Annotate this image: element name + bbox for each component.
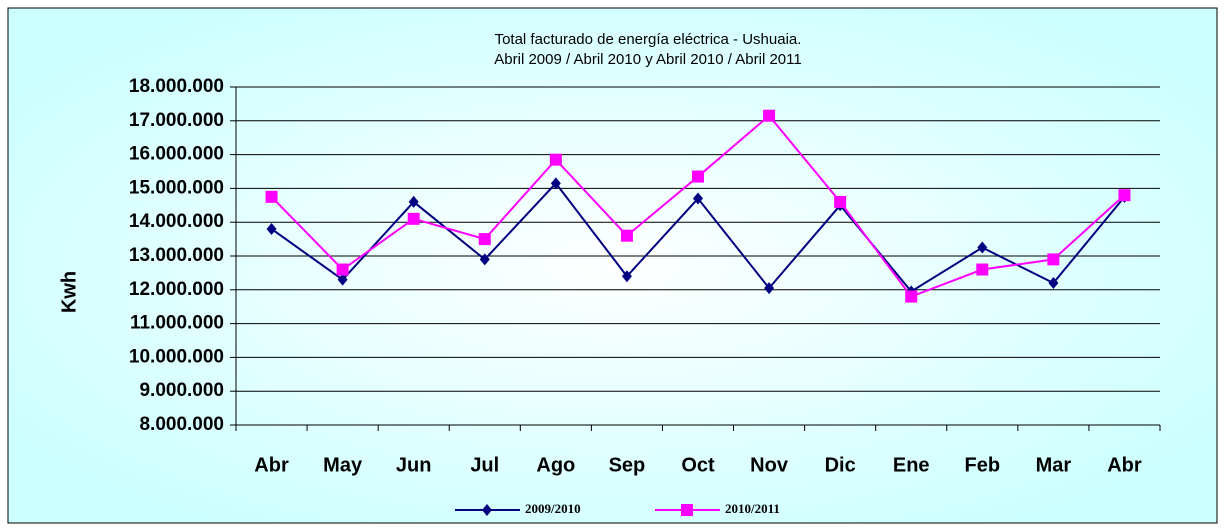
x-tick-label: May [323, 454, 363, 476]
y-tick-label: 8.000.000 [139, 414, 224, 435]
data-point [905, 290, 918, 303]
data-point [549, 153, 562, 166]
data-point [479, 253, 490, 266]
y-tick-label: 13.000.000 [129, 245, 224, 266]
data-point [266, 222, 277, 235]
x-tick-label: Nov [750, 454, 789, 476]
data-point [976, 263, 989, 276]
data-point [764, 282, 775, 295]
y-tick-label: 12.000.000 [129, 279, 224, 300]
data-point [550, 177, 561, 190]
x-tick-label: Sep [609, 454, 646, 476]
x-tick-label: Oct [681, 454, 715, 476]
data-point [1048, 277, 1059, 290]
y-tick-label: 10.000.000 [129, 346, 224, 367]
data-point [763, 109, 776, 122]
data-point [1047, 253, 1060, 266]
y-tick-label: 9.000.000 [139, 380, 224, 401]
x-tick-label: Ene [893, 454, 930, 476]
data-point [693, 192, 703, 205]
x-tick-label: Jun [396, 454, 432, 476]
y-axis-label: Kwh [58, 271, 80, 313]
data-point [977, 241, 988, 254]
data-point [408, 195, 419, 208]
x-tick-label: Jul [470, 454, 499, 476]
data-point [407, 212, 420, 225]
legend-marker [681, 504, 693, 516]
x-tick-label: Mar [1036, 454, 1072, 476]
data-point [692, 170, 704, 183]
y-tick-label: 15.000.000 [129, 177, 224, 198]
data-point [621, 270, 632, 283]
chart-title: Total facturado de energía eléctrica - U… [495, 31, 802, 48]
x-tick-label: Ago [536, 454, 575, 476]
x-tick-label: Abr [254, 454, 289, 476]
legend-marker [482, 504, 492, 516]
data-point [620, 229, 633, 242]
x-tick-label: Abr [1107, 454, 1142, 476]
y-tick-label: 16.000.000 [129, 144, 224, 165]
data-point [834, 195, 847, 208]
y-tick-label: 17.000.000 [129, 110, 224, 131]
data-point [265, 190, 278, 203]
data-point [478, 233, 491, 246]
chart-subtitle: Abril 2009 / Abril 2010 y Abril 2010 / A… [494, 51, 801, 68]
x-tick-label: Dic [825, 454, 856, 476]
y-tick-label: 14.000.000 [129, 211, 224, 232]
data-point [1118, 189, 1131, 202]
x-tick-label: Feb [965, 454, 1001, 476]
legend-label: 2010/2011 [725, 501, 780, 516]
y-tick-label: 11.000.000 [130, 313, 224, 334]
data-point [336, 263, 349, 276]
data-point [337, 273, 348, 286]
legend-label: 2009/2010 [525, 501, 581, 516]
y-tick-label: 18.000.000 [129, 76, 224, 97]
